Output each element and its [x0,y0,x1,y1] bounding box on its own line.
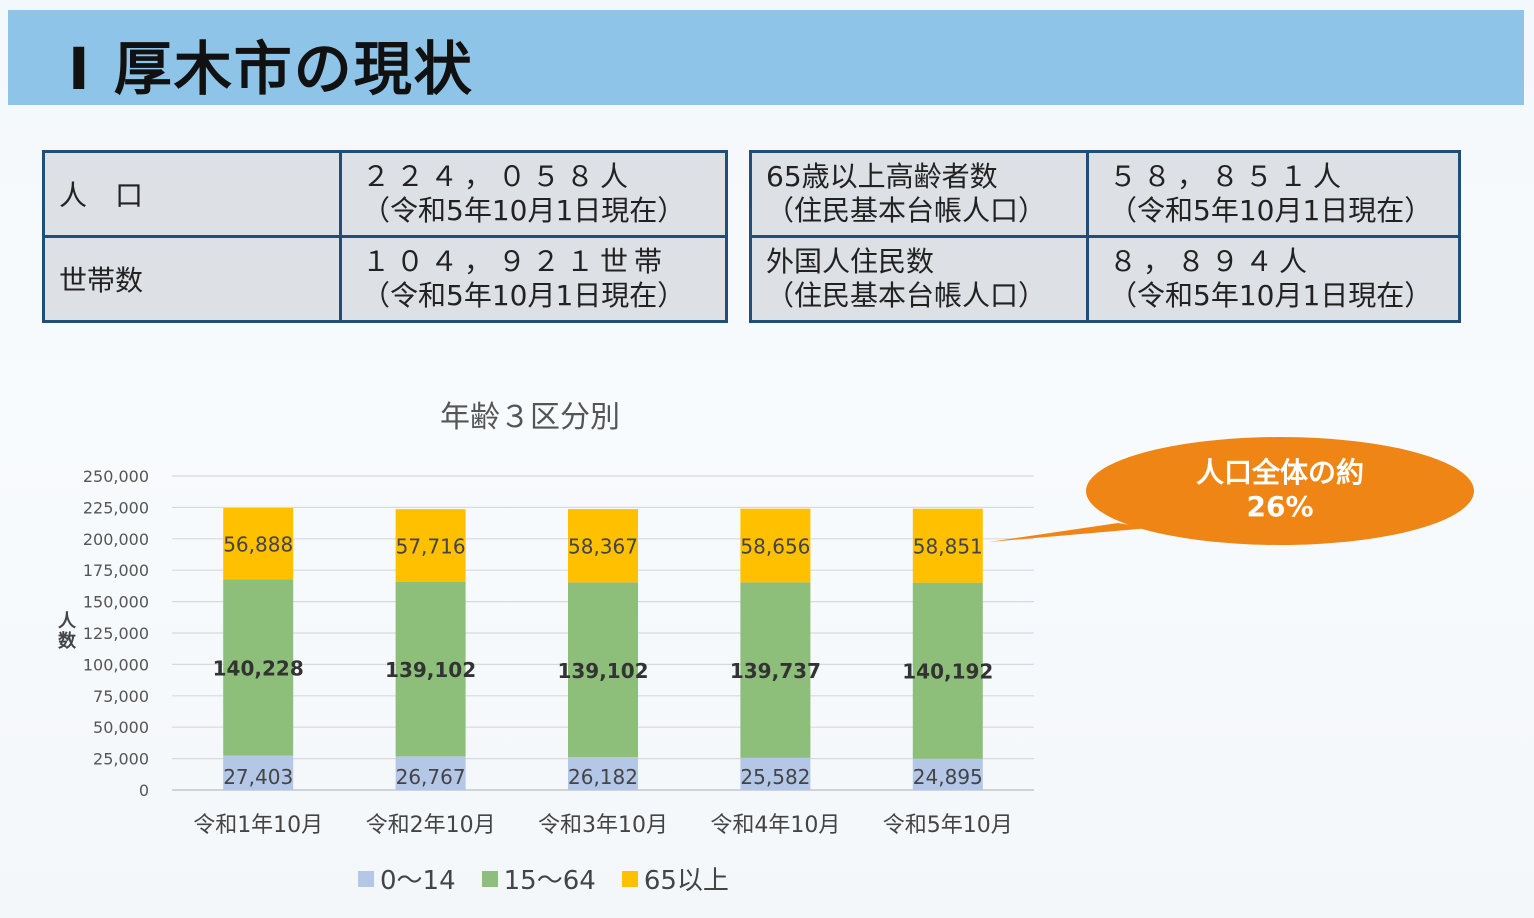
y-tick-label: 175,000 [83,561,149,580]
callout-line1: 人口全体の約 [1195,456,1364,489]
chart-legend: 0～14 15～64 65以上 [358,860,729,897]
bar-segment [912,508,983,583]
data-label: 58,851 [913,535,983,559]
data-label: 26,182 [568,765,638,789]
data-label: 58,367 [568,535,638,559]
households-value: １０４，９２１世帯 [362,245,669,278]
x-tick-label: 令和5年10月 [883,813,1013,838]
data-label: 139,102 [557,659,648,683]
x-tick-label: 令和4年10月 [710,813,840,838]
households-label: 世帯数 [42,235,342,323]
foreign-value-cell: ８，８９４人 （令和5年10月1日現在） [1086,235,1461,323]
elderly-value: ５８，８５１人 [1109,160,1348,193]
legend-swatch-0-14 [358,870,374,887]
bar-segment [395,509,466,582]
callout-pointer [988,523,1150,542]
legend-item-0-14: 0～14 [358,860,456,897]
y-tick-label: 250,000 [83,467,149,486]
bar-segment [912,582,983,759]
callout-bubble [1086,437,1474,545]
data-label: 25,582 [740,765,810,789]
callout-line2: 26% [1246,490,1314,523]
population-value: ２２４，０５８人 [362,160,635,193]
data-label: 57,716 [396,534,466,558]
y-tick-label: 225,000 [83,498,149,517]
bar-segment [740,508,811,583]
page-title: Ⅰ 厚木市の現状 [68,35,474,103]
x-tick-label: 令和2年10月 [366,813,496,838]
x-tick-label: 令和3年10月 [538,813,668,838]
bar-segment [568,757,638,790]
page-header: Ⅰ 厚木市の現状 [8,10,1524,105]
y-tick-label: 100,000 [83,655,149,674]
y-axis-label: 人数 [58,611,76,652]
foreign-label-cell: 外国人住民数 （住民基本台帳人口） [749,235,1089,323]
chart-title: 年齢３区分別 [440,400,620,435]
foreign-note: （令和5年10月1日現在） [1109,279,1433,312]
y-tick-label: 75,000 [93,687,149,706]
foreign-label-note: （住民基本台帳人口） [766,279,1047,312]
elderly-label: 65歳以上高齢者数 [766,160,998,193]
data-label: 140,192 [902,660,993,684]
population-value-cell: ２２４，０５８人 （令和5年10月1日現在） [339,150,728,238]
bar-segment [568,509,638,583]
y-tick-label: 0 [139,781,149,800]
data-label: 56,888 [223,533,293,557]
foreign-label: 外国人住民数 [766,245,935,278]
callout-text: 人口全体の約 26% [1180,456,1380,524]
bar-segment [395,581,466,757]
bar-segment [223,508,294,580]
legend-item-15-64: 15～64 [481,860,596,897]
population-label: 人 口 [42,150,342,238]
data-label: 140,228 [213,657,304,681]
households-value-cell: １０４，９２１世帯 （令和5年10月1日現在） [339,235,728,323]
legend-item-65plus: 65以上 [621,860,729,897]
y-tick-label: 200,000 [83,530,149,549]
data-label: 26,767 [396,765,466,789]
legend-label-15-64: 15～64 [503,866,596,896]
residents-table: 65歳以上高齢者数 （住民基本台帳人口） ５８，８５１人 （令和5年10月1日現… [749,150,1461,323]
households-note: （令和5年10月1日現在） [362,279,686,312]
bar-segment [395,756,466,790]
bar-segment [223,755,294,790]
data-label: 139,737 [730,659,821,683]
bar-segment [223,579,294,756]
foreign-value: ８，８９４人 [1109,245,1314,278]
y-tick-label: 50,000 [93,718,149,737]
x-tick-label: 令和1年10月 [193,813,323,838]
population-table: 人 口 ２２４，０５８人 （令和5年10月1日現在） 世帯数 １０４，９２１世帯… [42,150,728,323]
legend-label-65plus: 65以上 [643,866,729,896]
population-note: （令和5年10月1日現在） [362,194,686,227]
elderly-value-cell: ５８，８５１人 （令和5年10月1日現在） [1086,150,1461,238]
data-label: 58,656 [740,535,810,559]
y-tick-label: 150,000 [83,593,149,612]
legend-swatch-65plus [621,870,638,887]
elderly-label-cell: 65歳以上高齢者数 （住民基本台帳人口） [749,150,1089,238]
elderly-label-note: （住民基本台帳人口） [766,194,1047,227]
bar-segment [568,582,638,758]
bar-segment [912,758,983,790]
legend-label-0-14: 0～14 [380,866,456,896]
y-tick-label: 25,000 [93,750,149,769]
elderly-note: （令和5年10月1日現在） [1109,194,1433,227]
data-label: 139,102 [385,658,476,682]
data-label: 27,403 [223,765,293,789]
legend-swatch-15-64 [481,870,498,887]
data-label: 24,895 [913,765,983,789]
bar-segment [740,757,811,790]
y-tick-label: 125,000 [83,624,149,643]
bar-segment [740,582,811,758]
